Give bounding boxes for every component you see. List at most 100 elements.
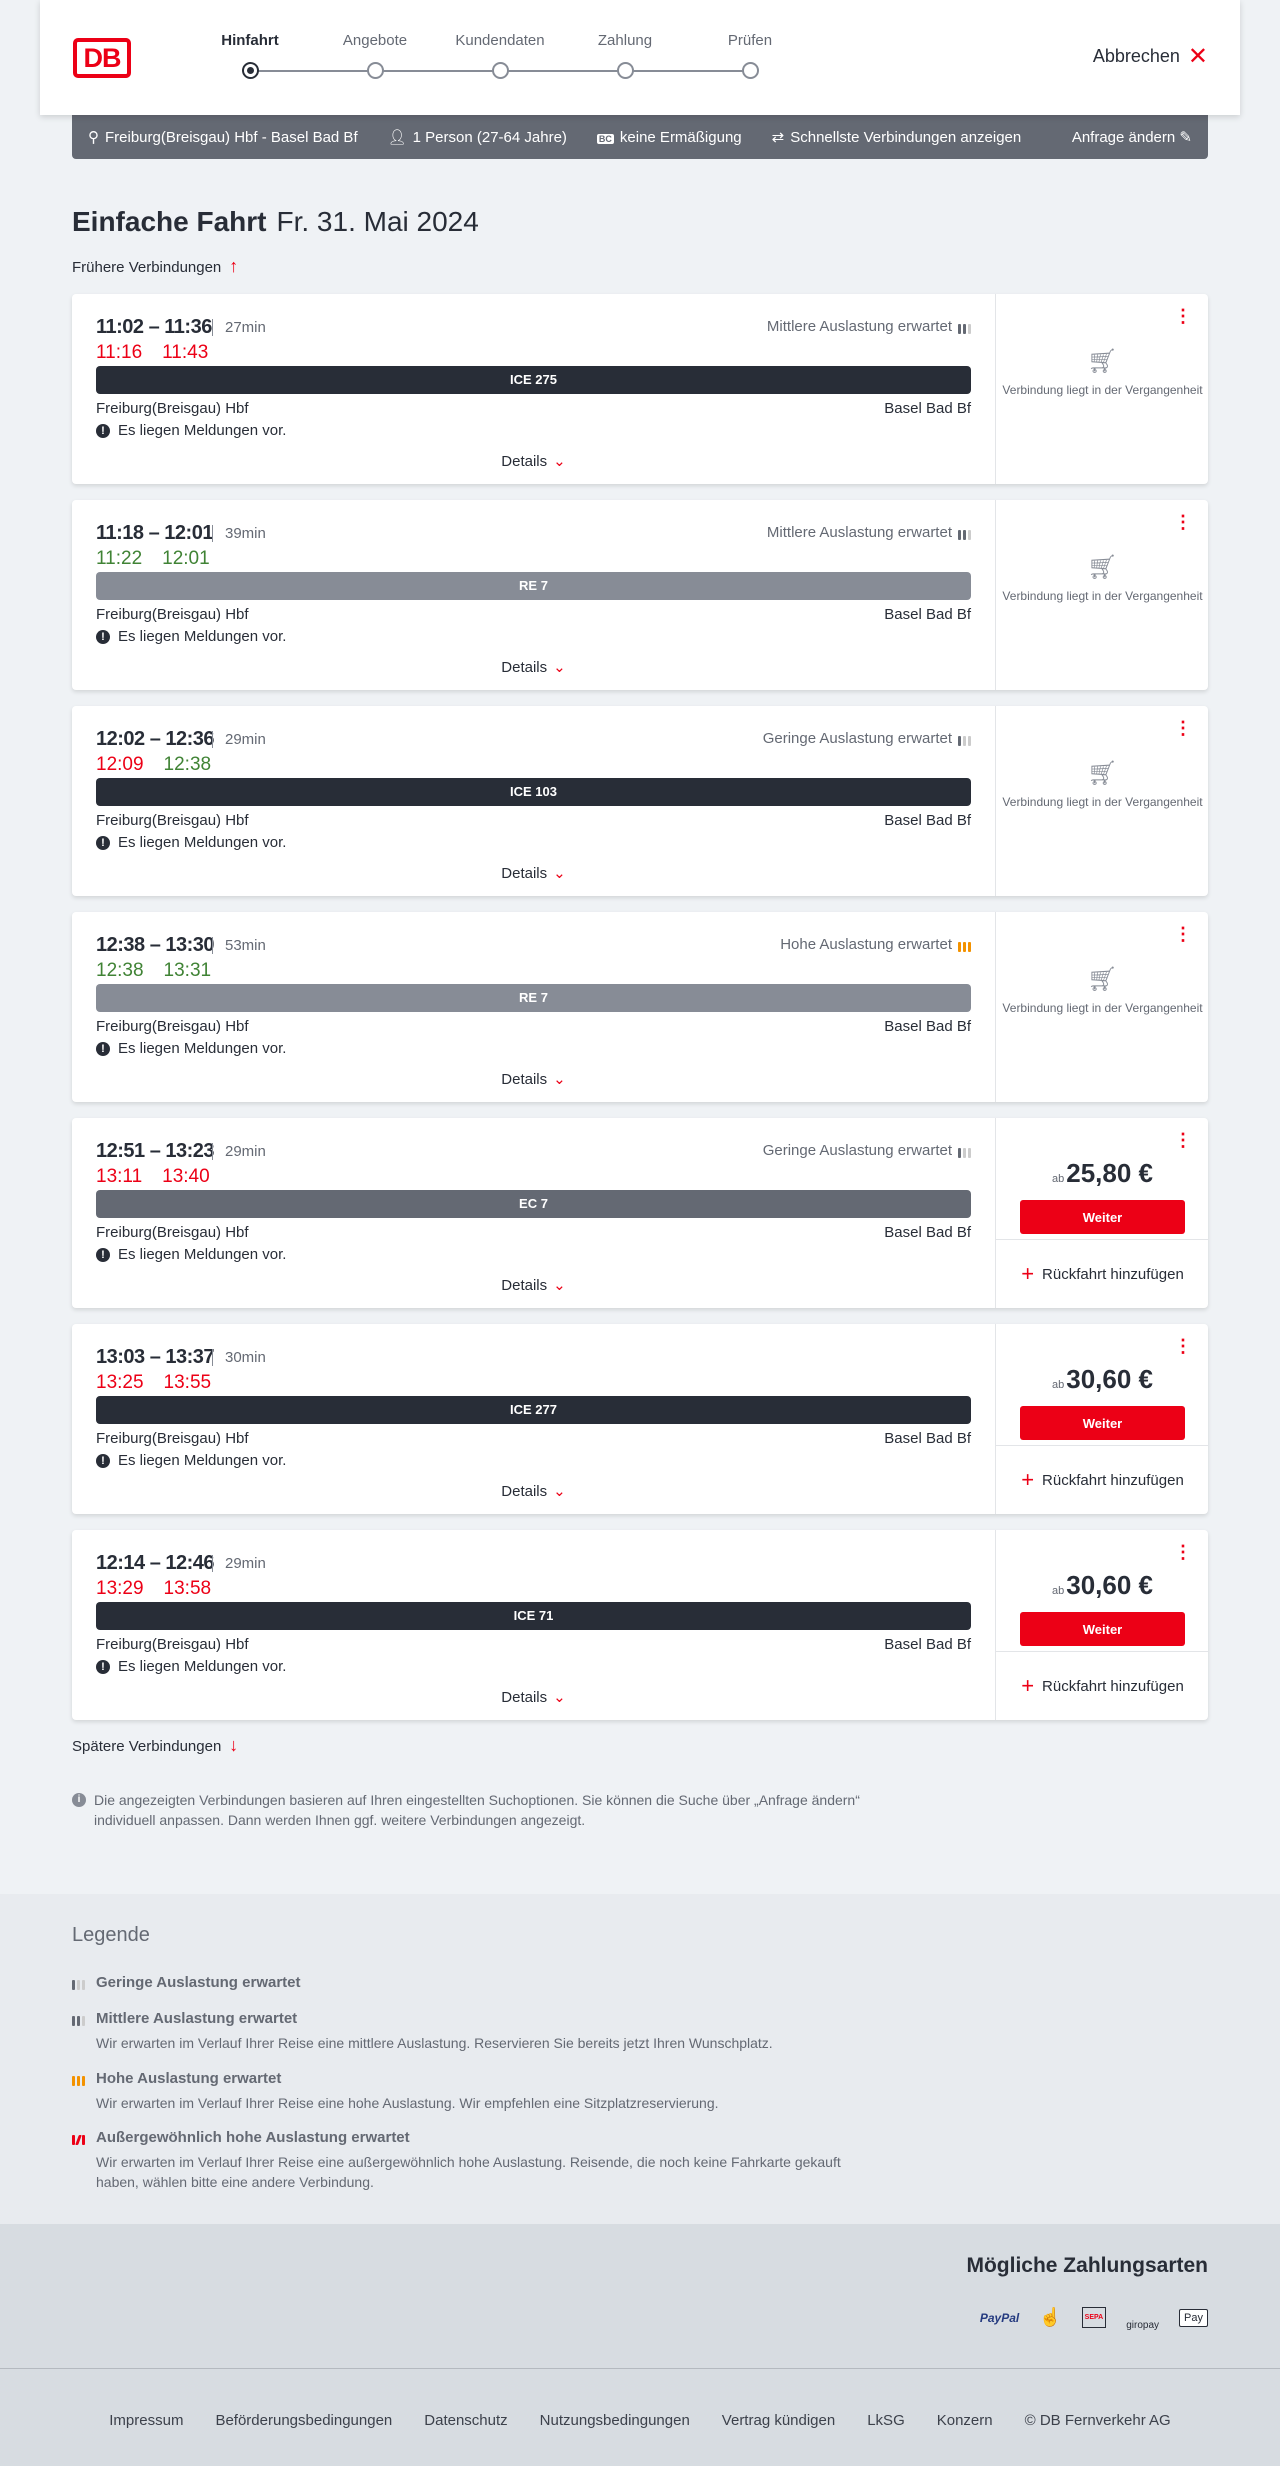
more-options-icon[interactable]: ⋮ bbox=[1174, 306, 1192, 326]
notice: ! Es liegen Meldungen vor. bbox=[96, 1040, 286, 1057]
footer-link-lksg[interactable]: LkSG bbox=[867, 2412, 905, 2429]
train-bar[interactable]: ICE 275 bbox=[96, 366, 971, 394]
train-bar[interactable]: ICE 103 bbox=[96, 778, 971, 806]
return-label: Rückfahrt hinzufügen bbox=[1042, 1677, 1184, 1695]
continue-button[interactable]: Weiter bbox=[1020, 1406, 1185, 1440]
more-options-icon[interactable]: ⋮ bbox=[1174, 924, 1192, 944]
earlier-connections-link[interactable]: Frühere Verbindungen ↑ bbox=[72, 257, 238, 276]
later-connections-link[interactable]: Spätere Verbindungen ↓ bbox=[72, 1736, 238, 1755]
legend-item-text: Wir erwarten im Verlauf Ihrer Reise eine… bbox=[96, 2035, 773, 2051]
realtime-arrival: 12:01 bbox=[162, 548, 210, 569]
occupancy-icon bbox=[958, 938, 971, 952]
offer-panel: ⋮ 🛒︎ Verbindung liegt in der Vergangenheit bbox=[995, 912, 1208, 1102]
details-toggle[interactable]: Details ⌄ bbox=[72, 1688, 995, 1706]
destination-station: Basel Bad Bf bbox=[884, 1224, 971, 1241]
details-toggle[interactable]: Details ⌄ bbox=[72, 452, 995, 470]
exclamation-icon: ! bbox=[96, 1659, 110, 1674]
train-bar[interactable]: ICE 277 bbox=[96, 1396, 971, 1424]
train-bar[interactable]: RE 7 bbox=[96, 984, 971, 1012]
more-options-icon[interactable]: ⋮ bbox=[1174, 1130, 1192, 1150]
legend-item-low: Geringe Auslastung erwartet bbox=[72, 1974, 301, 1991]
legend-item-medium: Mittlere Auslastung erwartet Wir erwarten… bbox=[72, 2010, 856, 2053]
price-prefix: ab bbox=[1052, 1585, 1065, 1597]
realtime-times: 13:25 13:55 bbox=[96, 1372, 211, 1394]
notice: ! Es liegen Meldungen vor. bbox=[96, 1246, 286, 1263]
details-toggle[interactable]: Details ⌄ bbox=[72, 1070, 995, 1088]
price-prefix: ab bbox=[1052, 1173, 1065, 1185]
step-dot bbox=[742, 62, 759, 79]
plus-icon: + bbox=[1021, 1261, 1035, 1286]
footer-link-befoerderungsbedingungen[interactable]: Beförderungsbedingungen bbox=[215, 2412, 393, 2429]
db-logo[interactable]: DB bbox=[73, 38, 131, 78]
add-return-trip-button[interactable]: + Rückfahrt hinzufügen bbox=[996, 1445, 1209, 1514]
continue-button[interactable]: Weiter bbox=[1020, 1612, 1185, 1646]
footer-link-impressum[interactable]: Impressum bbox=[109, 2412, 184, 2429]
info-text: Die angezeigten Verbindungen basieren au… bbox=[94, 1792, 860, 1828]
realtime-departure: 11:16 bbox=[96, 342, 143, 363]
connection-card: 13:03 – 13:37 30min 13:25 13:55 ICE 277 Freib… bbox=[72, 1324, 1209, 1514]
footer: Mögliche Zahlungsarten PayPal ☝ SEPA gir… bbox=[0, 2224, 1280, 2466]
load-low-icon bbox=[72, 1976, 85, 1990]
trip-date: Fr. 31. Mai 2024 bbox=[276, 206, 479, 237]
details-toggle[interactable]: Details ⌄ bbox=[72, 1276, 995, 1294]
chevron-down-icon: ⌄ bbox=[553, 659, 566, 676]
scheduled-times: 12:02 – 12:36 bbox=[96, 728, 215, 750]
footer-link-vertrag-kuendigen[interactable]: Vertrag kündigen bbox=[721, 2412, 836, 2429]
info-icon: i bbox=[72, 1793, 86, 1807]
footer-link-konzern[interactable]: Konzern bbox=[936, 2412, 993, 2429]
add-return-trip-button[interactable]: + Rückfahrt hinzufügen bbox=[996, 1239, 1209, 1308]
page-title: Einfache Fahrt Fr. 31. Mai 2024 bbox=[72, 206, 479, 238]
edit-request-button[interactable]: Anfrage ändern ✎ bbox=[1072, 128, 1192, 146]
scheduled-times: 13:03 – 13:37 bbox=[96, 1346, 215, 1368]
footer-link-datenschutz[interactable]: Datenschutz bbox=[424, 2412, 508, 2429]
more-options-icon[interactable]: ⋮ bbox=[1174, 1336, 1192, 1356]
occupancy-text: Geringe Auslastung erwartet bbox=[762, 1142, 952, 1159]
duration: 53min bbox=[212, 937, 266, 954]
price: ab30,60 € bbox=[996, 1364, 1209, 1395]
load-medium-icon bbox=[72, 2012, 85, 2026]
payment-methods-title: Mögliche Zahlungsarten bbox=[966, 2254, 1208, 2277]
cancel-button[interactable]: Abbrechen ✕ bbox=[1092, 44, 1208, 68]
step-dot bbox=[242, 62, 259, 79]
step-hinfahrt[interactable]: Hinfahrt bbox=[190, 32, 310, 79]
occupancy-text: Mittlere Auslastung erwartet bbox=[766, 318, 952, 335]
details-toggle[interactable]: Details ⌄ bbox=[72, 1482, 995, 1500]
realtime-times: 11:16 11:43 bbox=[96, 342, 208, 364]
sepa-icon: SEPA bbox=[1081, 2307, 1107, 2328]
swap-icon: ⇄ bbox=[771, 129, 785, 146]
giropay-icon: giropay bbox=[1126, 2320, 1160, 2331]
progress-steps: Hinfahrt Angebote Kundendaten Zahlung Pr… bbox=[210, 32, 810, 82]
legend-item-title: Außergewöhnlich hohe Auslastung erwartet bbox=[96, 2129, 410, 2146]
more-options-icon[interactable]: ⋮ bbox=[1174, 1542, 1192, 1562]
past-connection-notice: 🛒︎ Verbindung liegt in der Vergangenheit bbox=[996, 966, 1209, 1016]
exclamation-icon: ! bbox=[96, 629, 110, 644]
connection-card: 12:51 – 13:23 29min 13:11 13:40 Geringe Ausl… bbox=[72, 1118, 1209, 1308]
scheduled-times: 12:14 – 12:46 bbox=[96, 1552, 215, 1574]
footer-link-nutzungsbedingungen[interactable]: Nutzungsbedingungen bbox=[539, 2412, 690, 2429]
duration: 29min bbox=[212, 1143, 266, 1160]
notice: ! Es liegen Meldungen vor. bbox=[96, 628, 286, 645]
cart-unavailable-icon: 🛒︎ bbox=[1087, 966, 1118, 993]
details-toggle[interactable]: Details ⌄ bbox=[72, 658, 995, 676]
train-bar[interactable]: RE 7 bbox=[96, 572, 971, 600]
connection-info: 12:38 – 13:30 53min 12:38 13:31 Hohe Auslast… bbox=[72, 912, 995, 1102]
chevron-down-icon: ⌄ bbox=[553, 1277, 566, 1294]
notice-text: Es liegen Meldungen vor. bbox=[118, 1040, 287, 1057]
add-return-trip-button[interactable]: + Rückfahrt hinzufügen bbox=[996, 1651, 1209, 1720]
realtime-arrival: 12:38 bbox=[163, 754, 212, 775]
footer-copyright: © DB Fernverkehr AG bbox=[1024, 2412, 1171, 2429]
plus-icon: + bbox=[1021, 1673, 1035, 1698]
past-connection-notice: 🛒︎ Verbindung liegt in der Vergangenheit bbox=[996, 762, 1209, 810]
notice: ! Es liegen Meldungen vor. bbox=[96, 1658, 286, 1675]
realtime-departure: 13:29 bbox=[96, 1578, 144, 1599]
train-bar[interactable]: ICE 71 bbox=[96, 1602, 971, 1630]
continue-button[interactable]: Weiter bbox=[1020, 1200, 1185, 1234]
train-bar[interactable]: EC 7 bbox=[96, 1190, 971, 1218]
step-zahlung: Zahlung bbox=[565, 32, 685, 79]
details-label: Details bbox=[501, 453, 548, 470]
more-options-icon[interactable]: ⋮ bbox=[1174, 512, 1192, 532]
more-options-icon[interactable]: ⋮ bbox=[1174, 718, 1192, 738]
cancel-label: Abbrechen bbox=[1092, 46, 1180, 66]
origin-station: Freiburg(Breisgau) Hbf bbox=[96, 606, 249, 623]
details-toggle[interactable]: Details ⌄ bbox=[72, 864, 995, 882]
